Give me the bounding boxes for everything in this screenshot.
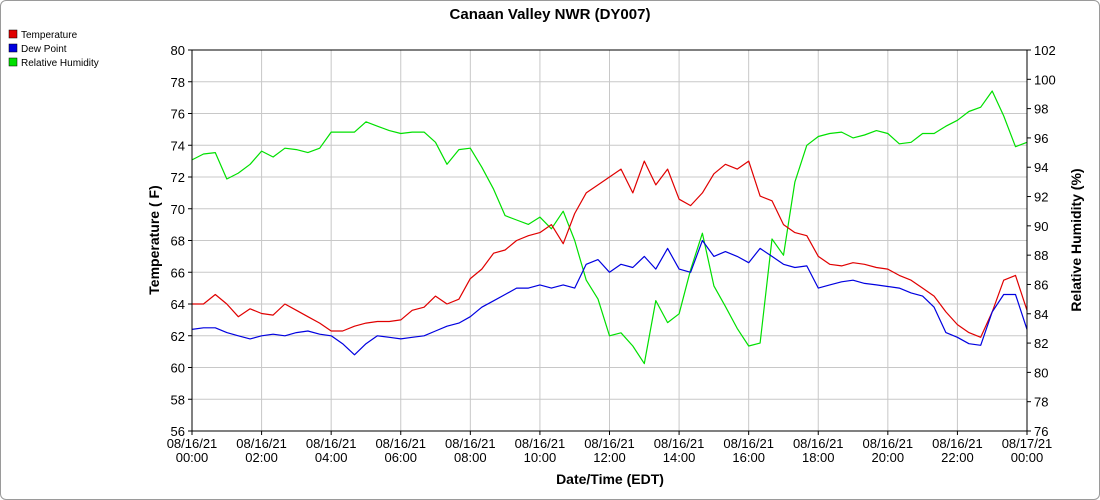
y-right-tick-label: 76 [1034, 424, 1048, 439]
y-left-tick-label: 70 [171, 202, 185, 217]
x-tick-date: 08/16/21 [654, 436, 705, 451]
tick-labels: 56 58 60 62 64 66 68 70 72 74 76 78 80 76 78 80 82 84 86 88… [167, 43, 1056, 465]
x-tick-time: 04:00 [315, 450, 348, 465]
x-tick-date: 08/16/21 [236, 436, 287, 451]
x-tick-date: 08/16/21 [445, 436, 496, 451]
legend: Temperature Dew Point Relative Humidity [8, 29, 99, 69]
grid [191, 49, 1028, 432]
legend-label-temperature: Temperature [21, 30, 78, 41]
x-tick-date: 08/16/21 [863, 436, 914, 451]
x-tick-time: 20:00 [872, 450, 905, 465]
x-axis-title: Date/Time (EDT) [556, 471, 664, 487]
y-right-tick-label: 82 [1034, 336, 1048, 351]
y-left-tick-label: 80 [171, 43, 185, 58]
y-left-tick-label: 72 [171, 170, 185, 185]
y-right-tick-label: 100 [1034, 72, 1056, 87]
x-tick-time: 10:00 [524, 450, 557, 465]
x-tick-time: 14:00 [663, 450, 696, 465]
y-right-tick-label: 92 [1034, 190, 1048, 205]
legend-swatch-relative-humidity [8, 57, 18, 67]
legend-swatch-temperature [8, 29, 18, 39]
y-right-tick-label: 88 [1034, 248, 1048, 263]
y-left-tick-label: 56 [171, 424, 185, 439]
y-left-tick-label: 78 [171, 75, 185, 90]
series-line-temperature [192, 160, 1028, 338]
y-axis-left-title: Temperature ( F) [146, 185, 162, 294]
y-right-tick-label: 80 [1034, 365, 1048, 380]
y-left-tick-label: 68 [171, 234, 185, 249]
x-tick-date: 08/16/21 [515, 436, 566, 451]
series-lines [191, 90, 1028, 365]
legend-label-relative-humidity: Relative Humidity [21, 58, 99, 69]
y-left-tick-label: 74 [171, 138, 185, 153]
x-tick-date: 08/16/21 [306, 436, 357, 451]
x-tick-date: 08/16/21 [793, 436, 844, 451]
x-tick-date: 08/16/21 [723, 436, 774, 451]
series-line-relative-humidity [191, 90, 1028, 365]
y-right-tick-label: 86 [1034, 277, 1048, 292]
y-left-tick-label: 60 [171, 361, 185, 376]
x-tick-time: 22:00 [941, 450, 974, 465]
y-right-tick-label: 90 [1034, 219, 1048, 234]
y-right-tick-label: 102 [1034, 43, 1056, 58]
legend-swatch-dew-point [8, 43, 18, 53]
y-right-tick-label: 84 [1034, 307, 1048, 322]
y-left-tick-label: 64 [171, 297, 185, 312]
y-axis-right-title: Relative Humidity (%) [1068, 168, 1084, 311]
y-right-tick-label: 94 [1034, 160, 1048, 175]
y-right-tick-label: 78 [1034, 395, 1048, 410]
x-tick-date: 08/16/21 [932, 436, 983, 451]
x-tick-time: 18:00 [802, 450, 835, 465]
y-right-tick-label: 98 [1034, 102, 1048, 117]
y-left-tick-label: 58 [171, 392, 185, 407]
x-tick-date: 08/17/21 [1002, 436, 1053, 451]
chart-title: Canaan Valley NWR (DY007) [450, 6, 651, 23]
x-tick-date: 08/16/21 [167, 436, 218, 451]
x-tick-time: 00:00 [176, 450, 209, 465]
y-left-tick-label: 76 [171, 107, 185, 122]
x-tick-time: 12:00 [593, 450, 626, 465]
legend-label-dew-point: Dew Point [21, 44, 67, 55]
x-tick-date: 08/16/21 [375, 436, 426, 451]
x-tick-date: 08/16/21 [584, 436, 635, 451]
x-tick-time: 16:00 [732, 450, 765, 465]
y-left-tick-label: 66 [171, 265, 185, 280]
y-right-tick-label: 96 [1034, 131, 1048, 146]
y-left-tick-label: 62 [171, 329, 185, 344]
x-tick-time: 06:00 [384, 450, 417, 465]
x-tick-time: 08:00 [454, 450, 487, 465]
x-tick-time: 00:00 [1011, 450, 1044, 465]
series-line-dew-point [191, 239, 1028, 356]
x-tick-time: 02:00 [245, 450, 278, 465]
